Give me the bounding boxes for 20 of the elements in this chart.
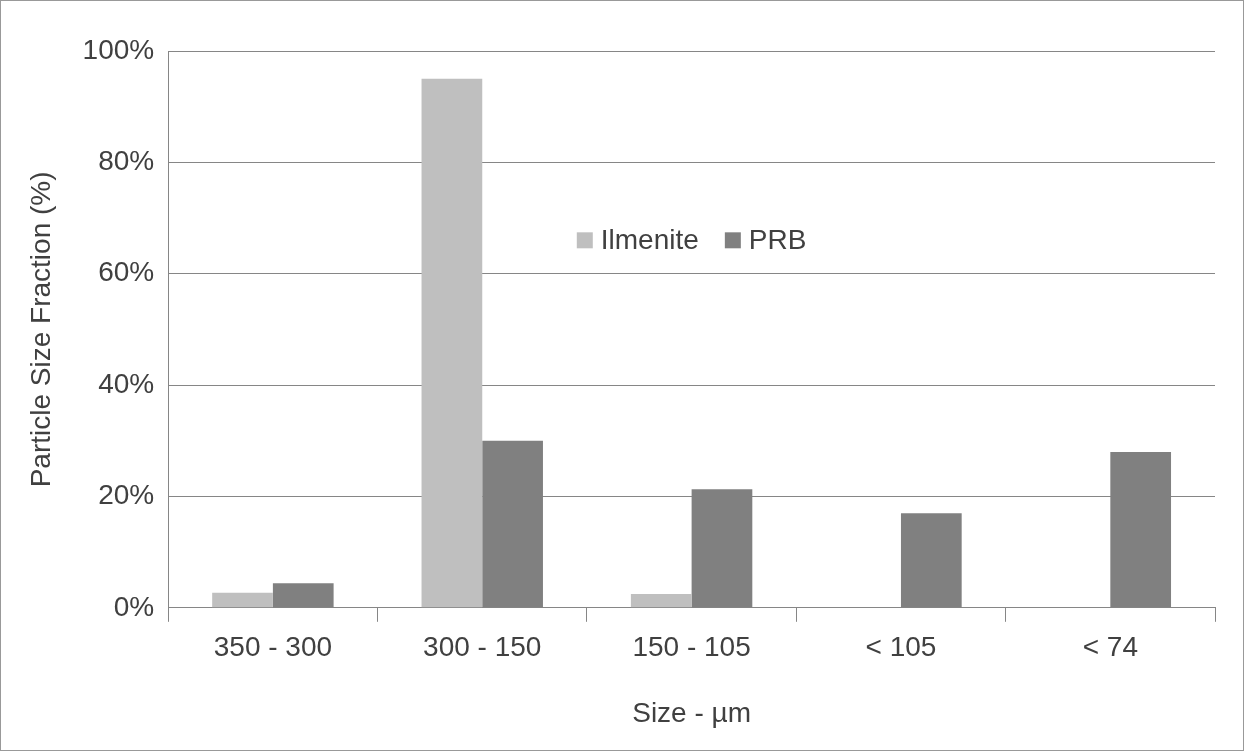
x-tick-label: 150 - 105 [632, 631, 751, 663]
x-tick-label: 300 - 150 [423, 631, 542, 663]
y-tick-label: 40% [98, 367, 155, 399]
bar [212, 592, 273, 608]
bar [900, 513, 962, 608]
x-tick-label: < 105 [865, 631, 937, 663]
y-tick-label: 0% [113, 590, 155, 622]
legend-label: Ilmenite [600, 224, 699, 256]
x-axis-title: Size - µm [632, 696, 752, 728]
y-tick-label: 60% [98, 256, 155, 288]
x-tick-label: < 74 [1082, 631, 1138, 663]
bar [272, 583, 334, 608]
y-tick-label: 80% [98, 145, 155, 177]
bar [421, 78, 483, 608]
y-axis-title: Particle Size Fraction (%) [24, 171, 56, 488]
x-tick-label: 350 - 300 [213, 631, 333, 663]
y-tick-label: 20% [98, 479, 155, 511]
y-tick-label: 100% [82, 33, 155, 65]
bar [630, 593, 692, 608]
legend-label: PRB [748, 224, 807, 256]
